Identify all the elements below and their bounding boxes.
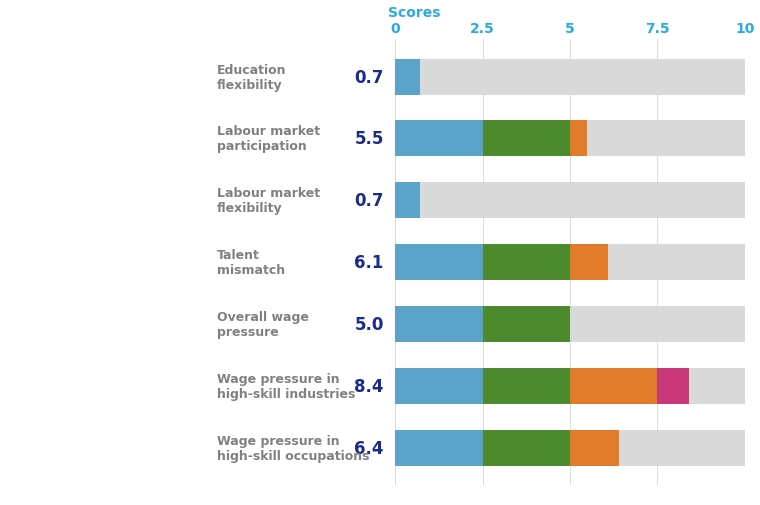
- Text: 6.1: 6.1: [354, 254, 384, 272]
- Text: 5.0: 5.0: [354, 315, 384, 333]
- Text: 0.7: 0.7: [354, 192, 384, 210]
- Bar: [395, 121, 745, 157]
- Bar: [395, 60, 745, 95]
- Bar: [483, 245, 570, 280]
- Text: Labour market
participation: Labour market participation: [217, 125, 320, 153]
- Text: Talent
mismatch: Talent mismatch: [217, 248, 285, 277]
- Bar: [570, 121, 587, 157]
- Bar: [395, 368, 745, 404]
- Bar: [395, 183, 745, 219]
- Bar: [395, 245, 483, 280]
- Bar: [483, 430, 570, 466]
- Text: Scores: Scores: [388, 7, 441, 20]
- Bar: [395, 430, 483, 466]
- Text: 8.4: 8.4: [354, 377, 384, 395]
- Bar: [395, 307, 483, 342]
- Bar: [395, 245, 745, 280]
- Text: Overall wage
pressure: Overall wage pressure: [217, 311, 309, 338]
- Bar: [395, 121, 483, 157]
- Bar: [657, 368, 689, 404]
- Text: 5.5: 5.5: [354, 130, 384, 148]
- Bar: [395, 430, 745, 466]
- Bar: [395, 60, 420, 95]
- Text: Education
flexibility: Education flexibility: [217, 64, 286, 91]
- Text: Labour market
flexibility: Labour market flexibility: [217, 187, 320, 215]
- Text: 6.4: 6.4: [354, 439, 384, 457]
- Bar: [395, 183, 420, 219]
- Bar: [570, 368, 657, 404]
- Bar: [395, 368, 483, 404]
- Text: 0.7: 0.7: [354, 69, 384, 86]
- Bar: [395, 307, 745, 342]
- Bar: [570, 245, 609, 280]
- Text: Wage pressure in
high-skill industries: Wage pressure in high-skill industries: [217, 372, 355, 400]
- Text: Wage pressure in
high-skill occupations: Wage pressure in high-skill occupations: [217, 434, 369, 462]
- Bar: [483, 307, 570, 342]
- Bar: [483, 121, 570, 157]
- Bar: [483, 368, 570, 404]
- Bar: [570, 430, 619, 466]
